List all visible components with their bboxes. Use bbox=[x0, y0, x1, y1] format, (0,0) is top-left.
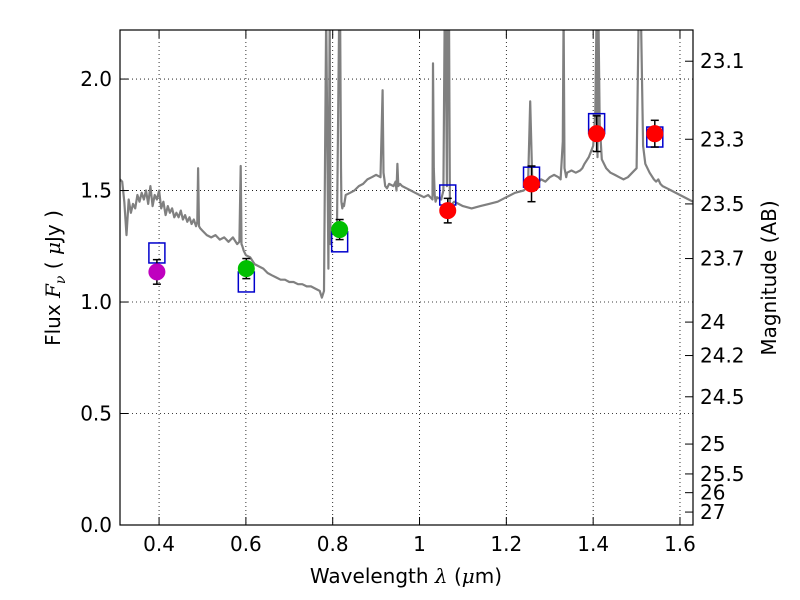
plot-border bbox=[119, 29, 694, 526]
x-tick-label: 0.6 bbox=[230, 532, 262, 556]
tick-labels: 0.4 0.6 0.8 1 1.2 1.4 1.6 0.0 0.5 1.0 1.5 2.0 23.1 23… bbox=[80, 49, 744, 556]
magnitude-tick-label: 24.5 bbox=[700, 385, 745, 409]
x-axis-label: Wavelength λ (μm) bbox=[310, 564, 502, 588]
x-tick-label: 1.6 bbox=[664, 532, 696, 556]
x-tick-label: 1.2 bbox=[490, 532, 522, 556]
magnitude-tick-label: 24.2 bbox=[700, 344, 745, 368]
x-tick-label: 0.4 bbox=[143, 532, 175, 556]
observed-flux-point bbox=[439, 202, 457, 220]
y-tick-label: 1.5 bbox=[80, 179, 112, 203]
observed-flux-point bbox=[523, 175, 541, 193]
observed-flux-point bbox=[237, 260, 255, 278]
grid bbox=[120, 30, 693, 526]
observed-flux-point bbox=[148, 263, 166, 281]
sed-model-line bbox=[120, 30, 693, 299]
x-tick-label: 1.4 bbox=[577, 532, 609, 556]
y-tick-label: 2.0 bbox=[80, 67, 112, 91]
y-tick-label: 0.0 bbox=[80, 513, 112, 537]
plot-frame bbox=[119, 29, 694, 526]
y-tick-label: 0.5 bbox=[80, 402, 112, 426]
y-tick-label: 1.0 bbox=[80, 290, 112, 314]
magnitude-tick-label: 27 bbox=[700, 500, 725, 524]
right-axis-label: Magnitude (AB) bbox=[757, 200, 781, 355]
observed-flux-point bbox=[331, 221, 349, 239]
magnitude-tick-label: 23.1 bbox=[700, 49, 745, 73]
x-tick-label: 1 bbox=[413, 532, 426, 556]
x-tick-label: 0.8 bbox=[317, 532, 349, 556]
magnitude-tick-label: 24 bbox=[700, 310, 725, 334]
magnitude-tick-label: 23.7 bbox=[700, 247, 745, 271]
magnitude-tick-label: 26 bbox=[700, 481, 725, 505]
magnitude-tick-label: 25 bbox=[700, 432, 725, 456]
magnitude-tick-label: 23.5 bbox=[700, 192, 745, 216]
magnitude-tick-label: 25.5 bbox=[700, 462, 745, 486]
observed-flux-point bbox=[646, 125, 664, 143]
magnitude-tick-label: 23.3 bbox=[700, 127, 745, 151]
observed-flux-point bbox=[588, 125, 606, 143]
y-axis-label: Flux Fν ( μJy ) bbox=[41, 210, 69, 346]
